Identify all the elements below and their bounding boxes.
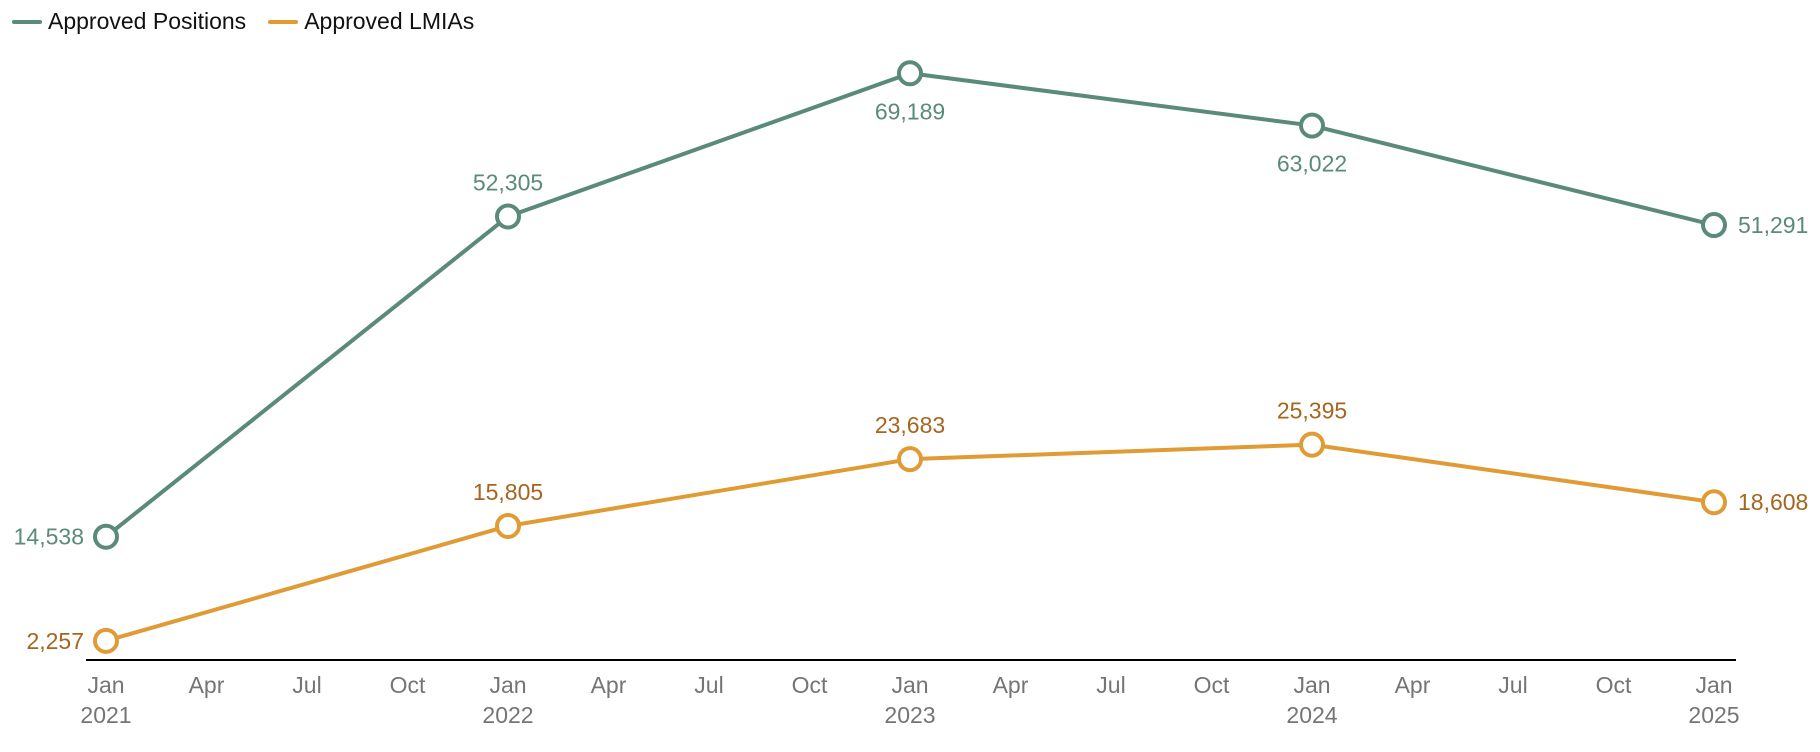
data-point-approved-lmias[interactable] <box>495 512 521 539</box>
x-tick-label: Jul <box>694 672 723 698</box>
x-tick-label: Jan <box>1695 672 1732 698</box>
data-point-approved-positions[interactable] <box>495 203 521 230</box>
data-label-approved-lmias: 15,805 <box>473 479 543 505</box>
x-tick-label: Jan <box>891 672 928 698</box>
x-tick-label: Jan <box>87 672 124 698</box>
x-tick-label: Apr <box>1395 672 1431 698</box>
data-point-approved-lmias[interactable] <box>93 627 119 654</box>
legend-label-approved-positions: Approved Positions <box>48 8 247 34</box>
x-tick-year-label: 2025 <box>1688 702 1739 728</box>
x-tick-label: Jul <box>1096 672 1125 698</box>
series-line-approved-lmias <box>104 442 1716 643</box>
data-label-approved-lmias: 18,608 <box>1738 489 1808 515</box>
legend-swatch-approved-lmias <box>268 19 299 24</box>
x-tick-label: Jul <box>1498 672 1527 698</box>
x-tick-label: Jan <box>489 672 526 698</box>
data-point-approved-lmias[interactable] <box>897 446 923 473</box>
data-label-approved-lmias: 23,683 <box>875 412 945 438</box>
data-point-approved-positions[interactable] <box>897 60 923 87</box>
data-label-approved-positions: 51,291 <box>1738 212 1808 238</box>
data-labels: 14,538 52,305 69,189 63,022 51,291 2,257 15,80… <box>14 98 1809 654</box>
x-tick-label: Jan <box>1293 672 1330 698</box>
x-tick-label: Oct <box>792 672 828 698</box>
data-label-approved-positions: 63,022 <box>1277 151 1347 177</box>
legend-swatch-approved-positions <box>12 19 42 24</box>
data-label-approved-positions: 69,189 <box>875 98 945 124</box>
data-point-approved-positions[interactable] <box>93 523 119 550</box>
x-tick-year-label: 2024 <box>1286 702 1337 728</box>
legend-label-approved-lmias: Approved LMIAs <box>304 8 475 34</box>
data-label-approved-lmias: 2,257 <box>26 628 84 654</box>
x-tick-label: Oct <box>390 672 426 698</box>
data-label-approved-positions: 52,305 <box>473 169 543 195</box>
legend-item-approved-positions[interactable]: Approved Positions <box>12 8 246 35</box>
x-tick-year-label: 2023 <box>884 702 935 728</box>
data-point-approved-lmias[interactable] <box>1701 489 1727 516</box>
data-point-approved-positions[interactable] <box>1701 212 1727 239</box>
data-point-approved-positions[interactable] <box>1299 112 1325 139</box>
x-tick-label: Apr <box>591 672 627 698</box>
series-layer <box>93 60 1727 654</box>
x-axis: Jan 2021 Apr Jul Oct Jan 2022 Apr Jul Oct Jan 2023 A… <box>80 659 1740 728</box>
x-tick-label: Oct <box>1596 672 1632 698</box>
data-label-approved-lmias: 25,395 <box>1277 398 1347 424</box>
legend-item-approved-lmias[interactable]: Approved LMIAs <box>268 8 474 35</box>
x-tick-label: Oct <box>1194 672 1230 698</box>
chart-legend: Approved Positions Approved LMIAs <box>12 8 474 35</box>
x-tick-year-label: 2021 <box>80 702 131 728</box>
x-tick-label: Apr <box>993 672 1029 698</box>
data-point-approved-lmias[interactable] <box>1299 431 1325 458</box>
x-tick-label: Apr <box>189 672 225 698</box>
x-tick-year-label: 2022 <box>482 702 533 728</box>
x-tick-label: Jul <box>292 672 321 698</box>
data-label-approved-positions: 14,538 <box>14 524 84 550</box>
